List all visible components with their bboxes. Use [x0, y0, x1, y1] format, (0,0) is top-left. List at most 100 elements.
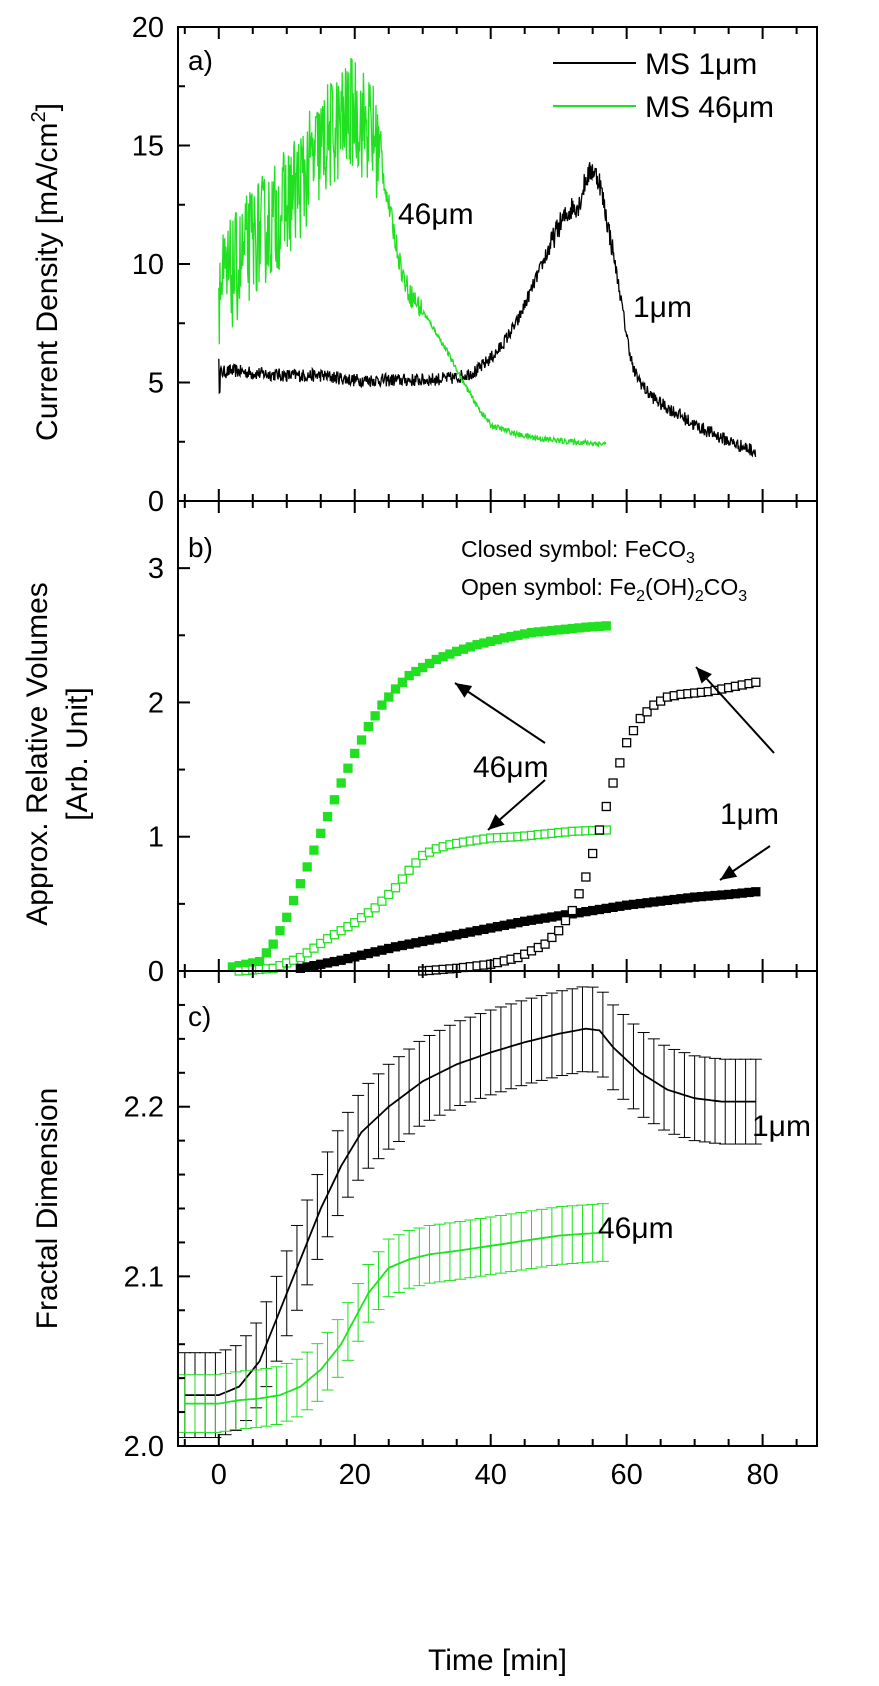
data-point	[356, 735, 367, 745]
data-point	[601, 801, 611, 812]
data-point	[751, 677, 761, 687]
x-tick-label: 20	[339, 1459, 371, 1491]
data-point	[309, 943, 319, 953]
panel-a: 0 5 10 15 20 a) MS 1μm MS 46μm 46μm 1μm Current De…	[28, 12, 818, 518]
legend-note-closed: Closed symbol: FeCO3	[461, 536, 695, 567]
y-tick-label: 2.1	[124, 1261, 164, 1293]
y-tick-label: 10	[132, 249, 164, 281]
data-point	[615, 758, 625, 768]
data-point	[302, 862, 312, 872]
data-point	[588, 848, 598, 859]
y-tick-label: 5	[148, 368, 164, 400]
y-tick-label: 20	[132, 12, 164, 44]
legend-label-46um: MS 46μm	[645, 91, 774, 124]
annotation-1um: 1μm	[720, 798, 779, 831]
y-tick-label: 2	[148, 687, 164, 719]
data-point	[601, 621, 611, 631]
series-line-46um	[218, 57, 607, 449]
data-point	[560, 915, 571, 926]
data-point	[581, 872, 591, 882]
data-point	[390, 883, 401, 893]
arrow-46um-open-head	[488, 814, 505, 830]
panel-c-label: c)	[188, 1001, 211, 1032]
data-point	[261, 948, 272, 958]
panel-c: 0 20 40 60 80 2.0 2.1 2.2 c) 1μm 46μm Fractal Dimen…	[31, 970, 818, 1677]
data-point	[356, 913, 367, 923]
series-1	[234, 825, 611, 976]
data-point	[350, 748, 360, 759]
data-point	[316, 938, 326, 949]
data-point	[336, 778, 346, 788]
x-tick-label: 80	[746, 1459, 778, 1491]
data-point	[370, 711, 380, 721]
annotation-46um: 46μm	[473, 751, 549, 784]
data-point	[642, 707, 652, 717]
data-point	[411, 858, 421, 868]
y-tick-label: 0	[148, 486, 164, 518]
arrow-1um-open-head	[696, 667, 712, 684]
data-point	[404, 865, 414, 875]
data-point	[302, 948, 312, 958]
y-tick-label: 15	[132, 131, 164, 163]
data-point	[275, 926, 285, 936]
x-tick-label: 0	[211, 1459, 227, 1491]
data-point	[751, 887, 761, 897]
data-point	[390, 684, 401, 694]
annotation-46um: 46μm	[598, 1212, 674, 1245]
arrow-46um-closed	[454, 682, 546, 744]
data-point	[295, 879, 306, 889]
panel-b-label: b)	[188, 532, 213, 563]
data-point	[309, 845, 319, 855]
series-2	[295, 887, 761, 973]
data-point	[567, 905, 577, 916]
y-tick-label: 0	[148, 956, 164, 988]
data-point	[540, 939, 550, 949]
data-point	[547, 932, 557, 943]
panel-b-ylabel-line1: Approx. Relative Volumes	[21, 582, 54, 926]
data-point	[397, 874, 407, 884]
annotation-1um: 1μm	[752, 1110, 811, 1143]
data-point	[554, 926, 564, 936]
series-line	[184, 1231, 607, 1405]
y-tick-label: 2.0	[124, 1431, 164, 1463]
arrow-1um-open	[695, 666, 775, 754]
y-tick-label: 2.2	[124, 1092, 164, 1124]
annotation-1um: 1μm	[633, 291, 692, 324]
data-point	[370, 903, 380, 913]
series-46um	[178, 1203, 609, 1433]
data-point	[377, 896, 387, 906]
y-tick-label: 3	[148, 553, 164, 585]
data-point	[268, 939, 278, 949]
panel-a-ylabel: Current Density [mA/cm2]	[28, 103, 64, 441]
data-point	[350, 918, 360, 928]
x-axis-label: Time [min]	[428, 1644, 567, 1677]
data-point	[622, 738, 632, 748]
y-tick-label: 1	[148, 822, 164, 854]
panel-b: 0 1 2 3 b) Closed symbol: FeCO3 Open symbol: F…	[21, 500, 818, 988]
data-point	[384, 889, 394, 900]
data-point	[282, 912, 292, 922]
data-point	[316, 828, 326, 839]
arrow-46um-closed-head	[455, 683, 473, 698]
data-point	[363, 721, 373, 732]
data-point	[329, 795, 340, 805]
data-point	[608, 778, 618, 788]
data-point	[363, 908, 373, 918]
series-3	[418, 677, 761, 976]
data-point	[397, 677, 407, 687]
data-point	[288, 895, 299, 906]
arrow-1um-closed-head	[720, 865, 738, 880]
x-tick-label: 40	[475, 1459, 507, 1491]
series-1um	[178, 986, 762, 1439]
series-0	[227, 621, 611, 972]
legend-label-1um: MS 1μm	[645, 48, 757, 81]
panel-b-ylabel-line2: [Arb. Unit]	[61, 687, 94, 820]
data-point	[377, 700, 387, 710]
data-point	[594, 825, 605, 835]
series-line-1um	[218, 162, 757, 458]
x-tick-label: 60	[611, 1459, 643, 1491]
data-point	[295, 952, 306, 963]
panel-c-ylabel: Fractal Dimension	[31, 1088, 64, 1330]
data-point	[635, 713, 645, 724]
